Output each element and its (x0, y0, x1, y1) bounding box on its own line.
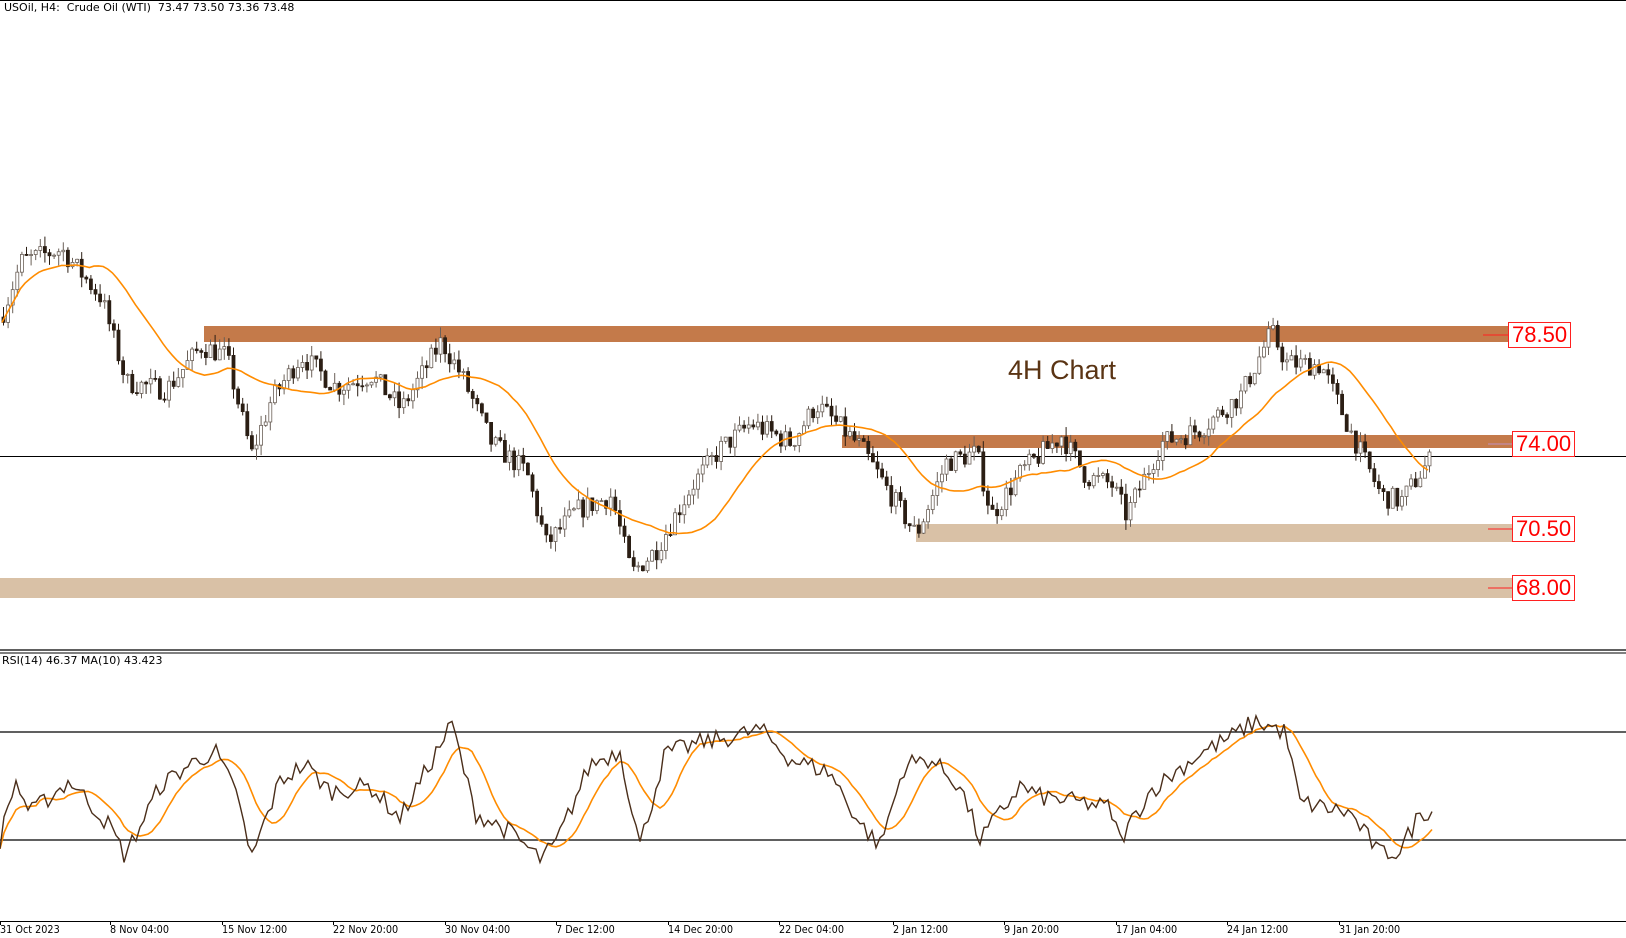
time-label: 9 Jan 20:00 (1004, 924, 1060, 936)
time-label: 22 Dec 04:00 (779, 924, 844, 936)
candlestick-series (1, 236, 1432, 573)
moving-average-line (1, 264, 1429, 535)
rsi-indicator-label: RSI(14) 46.37 MA(10) 43.423 (2, 654, 163, 667)
chart-annotation: 4H Chart (1008, 355, 1117, 385)
price-tag-78-50[interactable]: 78.50 (1508, 322, 1572, 348)
time-label: 24 Jan 12:00 (1227, 924, 1289, 936)
zone-resistance-74-00 (842, 435, 1554, 448)
price-tag-70-50[interactable]: 70.50 (1512, 516, 1576, 542)
time-label: 8 Nov 04:00 (110, 924, 169, 936)
time-label: 31 Jan 20:00 (1339, 924, 1401, 936)
price-tag-74-00[interactable]: 74.00 (1512, 431, 1576, 457)
zone-support-68-00 (0, 578, 1574, 598)
time-label: 17 Jan 04:00 (1116, 924, 1178, 936)
time-label: 2 Jan 12:00 (893, 924, 949, 936)
symbol-header: USOil, H4: Crude Oil (WTI) 73.47 73.50 7… (4, 1, 295, 14)
rsi-line (0, 713, 1433, 865)
time-label: 22 Nov 20:00 (333, 924, 399, 936)
zone-resistance-78-50 (204, 326, 1554, 342)
price-tag-68-00[interactable]: 68.00 (1512, 575, 1576, 601)
time-axis-ticks (0, 921, 1340, 925)
time-label: 30 Nov 04:00 (445, 924, 511, 936)
time-label: 31 Oct 2023 (0, 924, 60, 936)
rsi-ma-line (0, 724, 1433, 849)
time-label: 15 Nov 12:00 (222, 924, 288, 936)
zone-support-70-50 (916, 524, 1556, 542)
time-label: 7 Dec 12:00 (556, 924, 615, 936)
time-label: 14 Dec 20:00 (668, 924, 733, 936)
